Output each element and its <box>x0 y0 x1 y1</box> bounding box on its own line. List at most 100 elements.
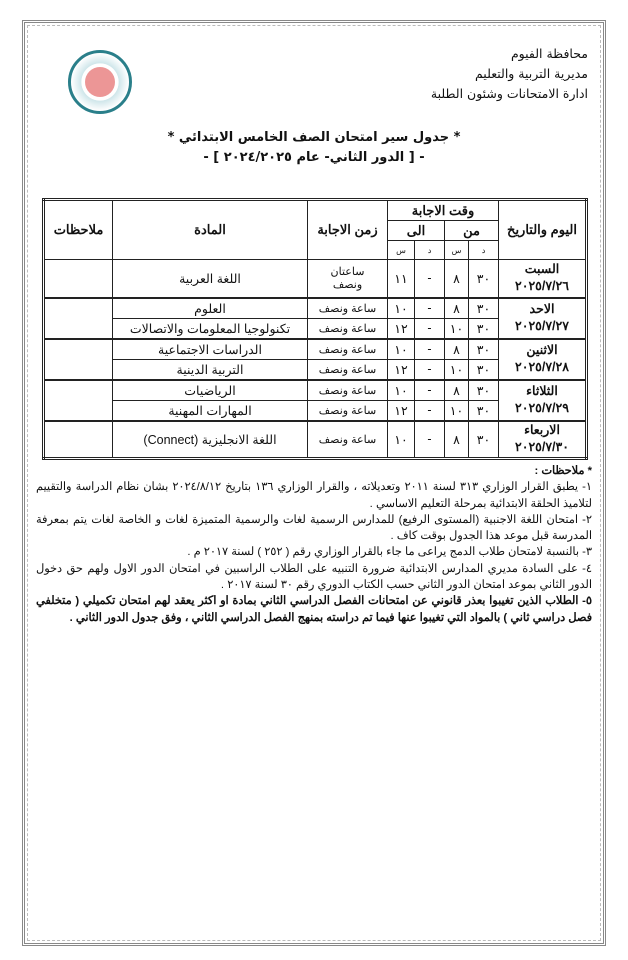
to-hour: ١٠ <box>387 379 415 401</box>
from-minute: ٣٠ <box>468 420 499 459</box>
to-hour: ١٢ <box>387 399 415 421</box>
duration: ساعة ونصف <box>307 399 388 421</box>
to-minute: - <box>414 338 445 360</box>
date: ٢٠٢٥/٧/٣٠ <box>515 440 569 455</box>
from-hour: ٨ <box>444 379 469 401</box>
day-date-cell: الاربعاء ٢٠٢٥/٧/٣٠ <box>498 420 587 459</box>
table-row: ٣٠ ١٠-١٢ ساعة ونصف المهارات المهنية <box>43 399 587 421</box>
notes-section: * ملاحظات : ١- يطبق القرار الوزاري ٣١٣ ل… <box>36 463 592 626</box>
subject: تكنولوجيا المعلومات والاتصالات <box>112 317 308 339</box>
duration: ساعة ونصف <box>307 420 388 459</box>
col-from-hour: س <box>444 240 469 260</box>
from-minute: ٣٠ <box>468 358 499 380</box>
col-subject: المادة <box>112 199 308 260</box>
subject: الرياضيات <box>112 379 308 401</box>
col-day: اليوم والتاريخ <box>498 199 587 260</box>
duration: ساعة ونصف <box>307 358 388 380</box>
day-date-cell: السبت ٢٠٢٥/٧/٢٦ <box>498 259 587 298</box>
day-name: الاثنين <box>526 343 558 357</box>
from-hour: ٨ <box>444 297 469 319</box>
to-hour: ١٠ <box>387 338 415 360</box>
to-hour: ١٢ <box>387 317 415 339</box>
from-minute: ٣٠ <box>468 297 499 319</box>
from-minute: ٣٠ <box>468 317 499 339</box>
to-hour: ١٢ <box>387 358 415 380</box>
col-from: من <box>444 220 499 241</box>
from-hour: ٨ <box>444 338 469 360</box>
from-minute: ٣٠ <box>468 338 499 360</box>
from-minute: ٣٠ <box>468 379 499 401</box>
day-name: الاحد <box>529 302 555 316</box>
from-minute: ٣٠ <box>468 399 499 421</box>
table-row: الاحد ٢٠٢٥/٧/٢٧ ٣٠ ٨-١٠ ساعة ونصف العلوم <box>43 297 587 339</box>
directorate: مديرية التربية والتعليم <box>474 66 588 81</box>
title-main: * جدول سير امتحان الصف الخامس الابتدائي … <box>167 130 461 145</box>
from-hour: ١٠ <box>444 399 469 421</box>
col-to-hour: س <box>387 240 415 260</box>
subject: المهارات المهنية <box>112 399 308 421</box>
col-from-minute: د <box>468 240 499 260</box>
to-minute: - <box>414 379 445 401</box>
date: ٢٠٢٥/٧/٢٩ <box>515 401 569 415</box>
day-date-cell: الاحد ٢٠٢٥/٧/٢٧ <box>498 297 587 339</box>
subject: العلوم <box>112 297 308 319</box>
to-hour: ١٠ <box>387 420 415 459</box>
governorate: محافظة الفيوم <box>510 46 588 61</box>
from-hour: ١٠ <box>444 358 469 380</box>
day-name: الاربعاء <box>524 423 560 438</box>
duration: ساعة ونصف <box>307 379 388 401</box>
date: ٢٠٢٥/٧/٢٧ <box>515 319 569 333</box>
date: ٢٠٢٥/٧/٢٨ <box>515 360 569 374</box>
day-date-cell: الثلاثاء ٢٠٢٥/٧/٢٩ <box>498 379 587 421</box>
notes-cell <box>43 338 113 380</box>
note-item: ٤- على السادة مديري المدارس الابتدائية ض… <box>36 562 592 592</box>
from-hour: ١٠ <box>444 317 469 339</box>
to-minute: - <box>414 420 445 459</box>
notes-cell <box>43 420 113 459</box>
decorative-border <box>22 20 606 946</box>
exam-schedule-table: اليوم والتاريخ وقت الاجابة زمن الاجابة ا… <box>42 198 588 460</box>
note-item: ٥- الطلاب الذين تغيبوا بعذر قانوني عن ام… <box>36 595 592 624</box>
duration: ساعة ونصف <box>307 338 388 360</box>
date: ٢٠٢٥/٧/٢٦ <box>515 279 569 294</box>
table-row: الثلاثاء ٢٠٢٥/٧/٢٩ ٣٠ ٨-١٠ ساعة ونصف الرياضيا… <box>43 379 587 421</box>
col-to-minute: د <box>414 240 445 260</box>
from-hour: ٨ <box>444 259 469 298</box>
day-name: السبت <box>524 262 560 277</box>
subject: الدراسات الاجتماعية <box>112 338 308 360</box>
note-item: ٣- بالنسبة لامتحان طلاب الدمج يراعى ما ج… <box>187 546 592 559</box>
note-item: ٢- امتحان اللغة الاجنبية (المستوى الرفيع… <box>36 513 592 543</box>
to-hour: ١١ <box>387 259 415 298</box>
duration: ساعة ونصف <box>307 317 388 339</box>
duration: ساعتان ونصف <box>307 259 388 298</box>
issuer-header: محافظة الفيوم مديرية التربية والتعليم اد… <box>431 44 588 104</box>
subject: التربية الدينية <box>112 358 308 380</box>
notes-cell <box>43 379 113 421</box>
subject: اللغة العربية <box>112 259 308 298</box>
subject: اللغة الانجليزية (Connect) <box>112 420 308 459</box>
col-to: الى <box>387 220 445 241</box>
to-minute: - <box>414 399 445 421</box>
notes-cell <box>43 297 113 339</box>
table-row: السبت ٢٠٢٥/٧/٢٦ ٣٠ ٨-١١ ساعتان ونصف اللغة الع… <box>43 259 587 298</box>
day-date-cell: الاثنين ٢٠٢٥/٧/٢٨ <box>498 338 587 380</box>
document-title: * جدول سير امتحان الصف الخامس الابتدائي … <box>0 128 628 168</box>
to-minute: - <box>414 358 445 380</box>
duration: ساعة ونصف <box>307 297 388 319</box>
col-duration: زمن الاجابة <box>307 199 388 260</box>
col-notes: ملاحظات <box>43 199 113 260</box>
col-answer-time: وقت الاجابة <box>387 199 499 221</box>
table-row: الاثنين ٢٠٢٥/٧/٢٨ ٣٠ ٨-١٠ ساعة ونصف الدراسات … <box>43 338 587 380</box>
table-row: الاربعاء ٢٠٢٥/٧/٣٠ ٣٠ ٨-١٠ ساعة ونصف اللغة ال… <box>43 420 587 459</box>
title-sub: - [ الدور الثاني- عام ٢٠٢٤/٢٠٢٥ ] - <box>203 150 425 165</box>
notes-heading: * ملاحظات : <box>534 465 592 477</box>
to-hour: ١٠ <box>387 297 415 319</box>
notes-cell <box>43 259 113 298</box>
from-hour: ٨ <box>444 420 469 459</box>
to-minute: - <box>414 259 445 298</box>
from-minute: ٣٠ <box>468 259 499 298</box>
to-minute: - <box>414 317 445 339</box>
to-minute: - <box>414 297 445 319</box>
note-item: ١- يطبق القرار الوزاري ٣١٣ لسنة ٢٠١١ وتع… <box>36 481 592 510</box>
